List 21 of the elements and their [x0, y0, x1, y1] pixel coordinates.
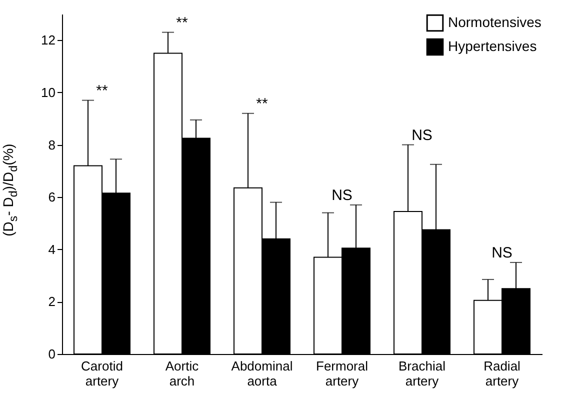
annotation: NS [492, 244, 512, 262]
y-tick-label: 10 [41, 84, 56, 100]
y-tick-label: 4 [48, 242, 56, 257]
y-tick-label: 2 [48, 294, 56, 310]
annotation: NS [412, 126, 432, 144]
annotation: ** [176, 14, 188, 32]
x-tick-label: Brachial artery [398, 358, 446, 388]
y-tick-label: 8 [48, 137, 56, 152]
y-tick-label: 6 [48, 190, 56, 205]
x-tick-label: Fermoral artery [316, 358, 368, 388]
x-tick-label: Abdominal aorta [231, 358, 293, 388]
x-tick-label: Carotid artery [81, 358, 123, 388]
y-tick-label: 0 [48, 346, 56, 362]
x-tick-label: Radial artery [484, 358, 521, 388]
annotation: NS [332, 186, 352, 204]
legend-label: Normotensives [448, 14, 542, 30]
y-tick-label: 12 [41, 32, 56, 48]
legend-label: Hypertensives [448, 38, 537, 54]
x-tick-label: Aortic arch [165, 358, 200, 388]
annotation: ** [256, 95, 268, 112]
annotation: ** [96, 82, 108, 100]
